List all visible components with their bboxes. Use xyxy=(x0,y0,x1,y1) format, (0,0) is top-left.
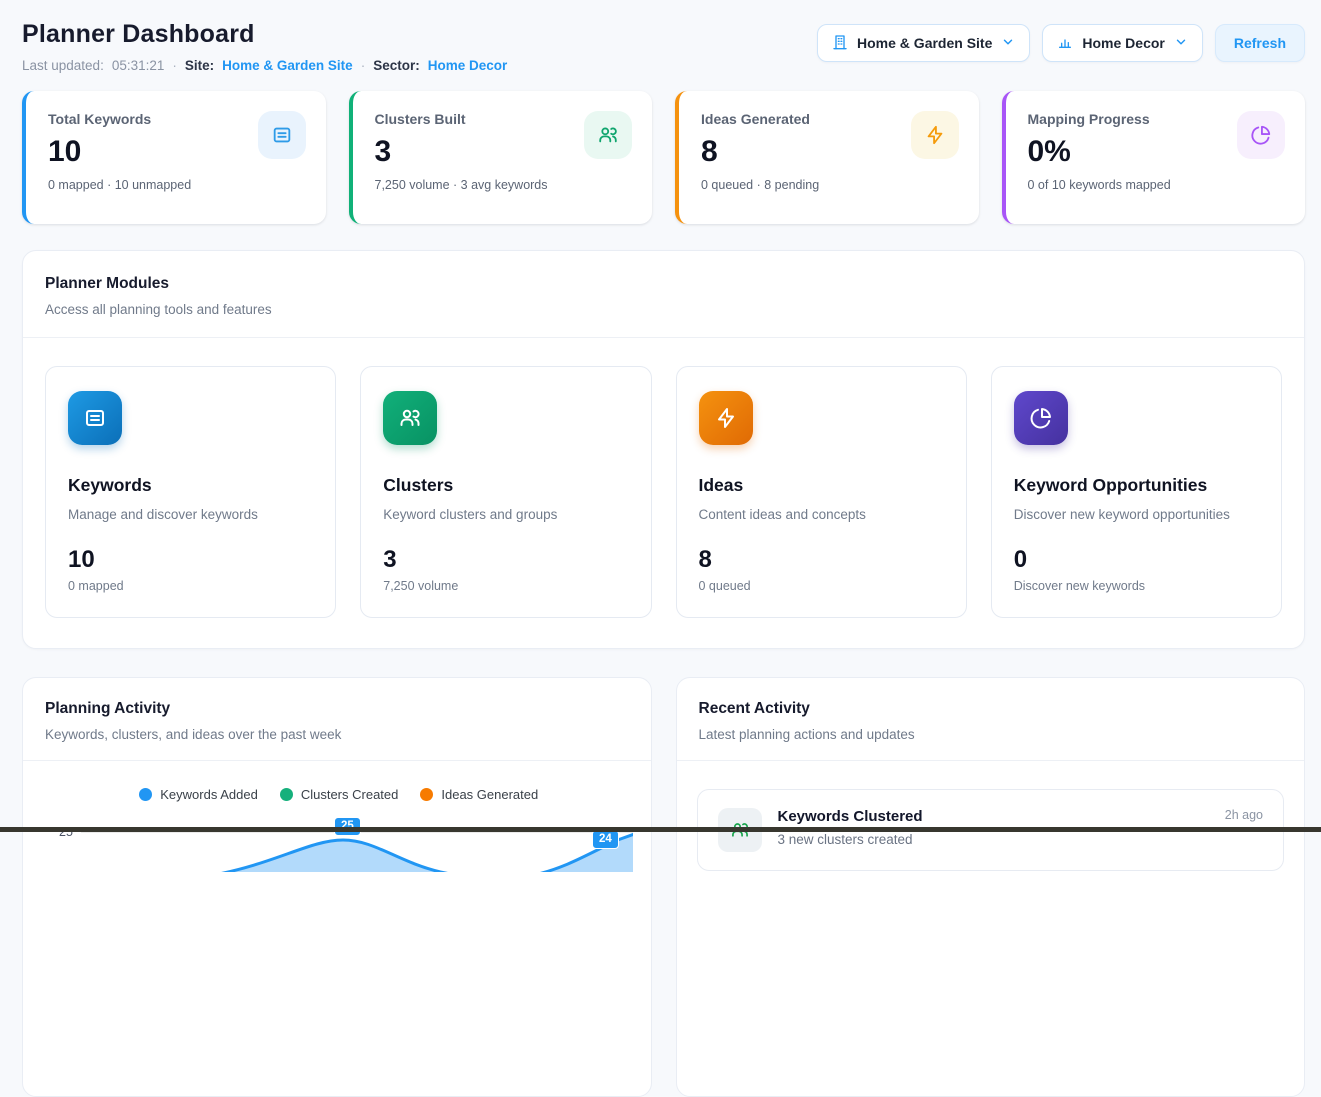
users-icon xyxy=(383,391,437,445)
legend-item-clusters-created[interactable]: Clusters Created xyxy=(280,787,399,802)
planning-activity-header: Planning Activity Keywords, clusters, an… xyxy=(23,678,651,760)
meta-separator: · xyxy=(361,58,366,73)
module-title: Clusters xyxy=(383,475,628,496)
panel-subtitle: Keywords, clusters, and ideas over the p… xyxy=(45,727,629,742)
stats-row: Total Keywords 10 0 mapped · 10 unmapped… xyxy=(22,91,1305,224)
zap-icon xyxy=(699,391,753,445)
module-title: Ideas xyxy=(699,475,944,496)
module-card-keyword-opportunities[interactable]: Keyword Opportunities Discover new keywo… xyxy=(991,366,1282,618)
site-label: Site: xyxy=(185,58,214,73)
module-subtext: 0 queued xyxy=(699,579,944,593)
module-subtext: 0 mapped xyxy=(68,579,313,593)
chart-legend: Keywords Added Clusters Created Ideas Ge… xyxy=(41,787,637,802)
bottom-row: Planning Activity Keywords, clusters, an… xyxy=(22,677,1305,1097)
stat-card-total-keywords: Total Keywords 10 0 mapped · 10 unmapped xyxy=(22,91,326,224)
last-updated-value: 05:31:21 xyxy=(112,58,165,73)
data-point-label: 24 xyxy=(592,830,619,849)
screen-edge-strip xyxy=(0,827,1321,832)
module-title: Keywords xyxy=(68,475,313,496)
refresh-button[interactable]: Refresh xyxy=(1215,24,1305,62)
module-card-keywords[interactable]: Keywords Manage and discover keywords 10… xyxy=(45,366,336,618)
building-icon xyxy=(832,34,848,53)
stat-subtext: 7,250 volume · 3 avg keywords xyxy=(375,178,633,192)
module-card-ideas[interactable]: Ideas Content ideas and concepts 8 0 que… xyxy=(676,366,967,618)
recent-activity-header: Recent Activity Latest planning actions … xyxy=(677,678,1305,760)
feed-item-description: 3 new clusters created xyxy=(778,832,1209,847)
sector-selector-label: Home Decor xyxy=(1082,35,1164,51)
legend-dot-orange xyxy=(420,788,433,801)
sector-link[interactable]: Home Decor xyxy=(428,58,508,73)
legend-label: Keywords Added xyxy=(160,787,258,802)
module-value: 8 xyxy=(699,546,944,574)
legend-item-keywords-added[interactable]: Keywords Added xyxy=(139,787,258,802)
site-selector-dropdown[interactable]: Home & Garden Site xyxy=(817,24,1030,62)
page-header: Planner Dashboard Last updated: 05:31:21… xyxy=(0,0,1321,73)
panel-title: Planner Modules xyxy=(45,275,1282,293)
activity-chart: Keywords Added Clusters Created Ideas Ge… xyxy=(23,787,651,932)
module-card-clusters[interactable]: Clusters Keyword clusters and groups 3 7… xyxy=(360,366,651,618)
divider xyxy=(23,760,651,761)
stat-card-clusters-built: Clusters Built 3 7,250 volume · 3 avg ke… xyxy=(349,91,653,224)
module-value: 10 xyxy=(68,546,313,574)
sector-label: Sector: xyxy=(373,58,420,73)
meta-separator: · xyxy=(172,58,177,73)
feed-item-timestamp: 2h ago xyxy=(1225,808,1263,822)
bar-chart-icon xyxy=(1057,34,1073,53)
activity-feed: Keywords Clustered 3 new clusters create… xyxy=(677,761,1305,891)
stat-card-mapping-progress: Mapping Progress 0% 0 of 10 keywords map… xyxy=(1002,91,1306,224)
module-subtext: 7,250 volume xyxy=(383,579,628,593)
module-subtext: Discover new keywords xyxy=(1014,579,1259,593)
legend-dot-green xyxy=(280,788,293,801)
legend-item-ideas-generated[interactable]: Ideas Generated xyxy=(420,787,538,802)
zap-icon xyxy=(911,111,959,159)
toolbar: Home & Garden Site Home Decor Refresh xyxy=(817,24,1305,62)
stat-subtext: 0 of 10 keywords mapped xyxy=(1028,178,1286,192)
chevron-down-icon xyxy=(1001,35,1015,52)
module-value: 3 xyxy=(383,546,628,574)
panel-subtitle: Latest planning actions and updates xyxy=(699,727,1283,742)
feed-item-title: Keywords Clustered xyxy=(778,808,1209,825)
legend-label: Clusters Created xyxy=(301,787,399,802)
pie-chart-icon xyxy=(1014,391,1068,445)
module-value: 0 xyxy=(1014,546,1259,574)
header-meta: Last updated: 05:31:21 · Site: Home & Ga… xyxy=(22,58,507,73)
header-left: Planner Dashboard Last updated: 05:31:21… xyxy=(22,20,507,73)
planner-modules-header: Planner Modules Access all planning tool… xyxy=(23,251,1304,337)
legend-dot-blue xyxy=(139,788,152,801)
panel-subtitle: Access all planning tools and features xyxy=(45,302,1282,317)
stat-subtext: 0 mapped · 10 unmapped xyxy=(48,178,306,192)
stat-card-ideas-generated: Ideas Generated 8 0 queued · 8 pending xyxy=(675,91,979,224)
site-selector-label: Home & Garden Site xyxy=(857,35,992,51)
panel-title: Recent Activity xyxy=(699,700,1283,718)
sector-selector-dropdown[interactable]: Home Decor xyxy=(1042,24,1202,62)
last-updated-label: Last updated: xyxy=(22,58,104,73)
site-link[interactable]: Home & Garden Site xyxy=(222,58,353,73)
recent-activity-card: Recent Activity Latest planning actions … xyxy=(676,677,1306,1097)
pie-chart-icon xyxy=(1237,111,1285,159)
module-description: Manage and discover keywords xyxy=(68,507,313,522)
page-title: Planner Dashboard xyxy=(22,20,507,49)
document-lines-icon xyxy=(258,111,306,159)
planner-modules-panel: Planner Modules Access all planning tool… xyxy=(22,250,1305,649)
legend-label: Ideas Generated xyxy=(441,787,538,802)
module-title: Keyword Opportunities xyxy=(1014,475,1259,496)
module-description: Content ideas and concepts xyxy=(699,507,944,522)
chevron-down-icon xyxy=(1174,35,1188,52)
panel-title: Planning Activity xyxy=(45,700,629,718)
modules-grid: Keywords Manage and discover keywords 10… xyxy=(23,338,1304,648)
document-lines-icon xyxy=(68,391,122,445)
users-icon xyxy=(584,111,632,159)
module-description: Keyword clusters and groups xyxy=(383,507,628,522)
planning-activity-card: Planning Activity Keywords, clusters, an… xyxy=(22,677,652,1097)
module-description: Discover new keyword opportunities xyxy=(1014,507,1259,522)
stat-subtext: 0 queued · 8 pending xyxy=(701,178,959,192)
